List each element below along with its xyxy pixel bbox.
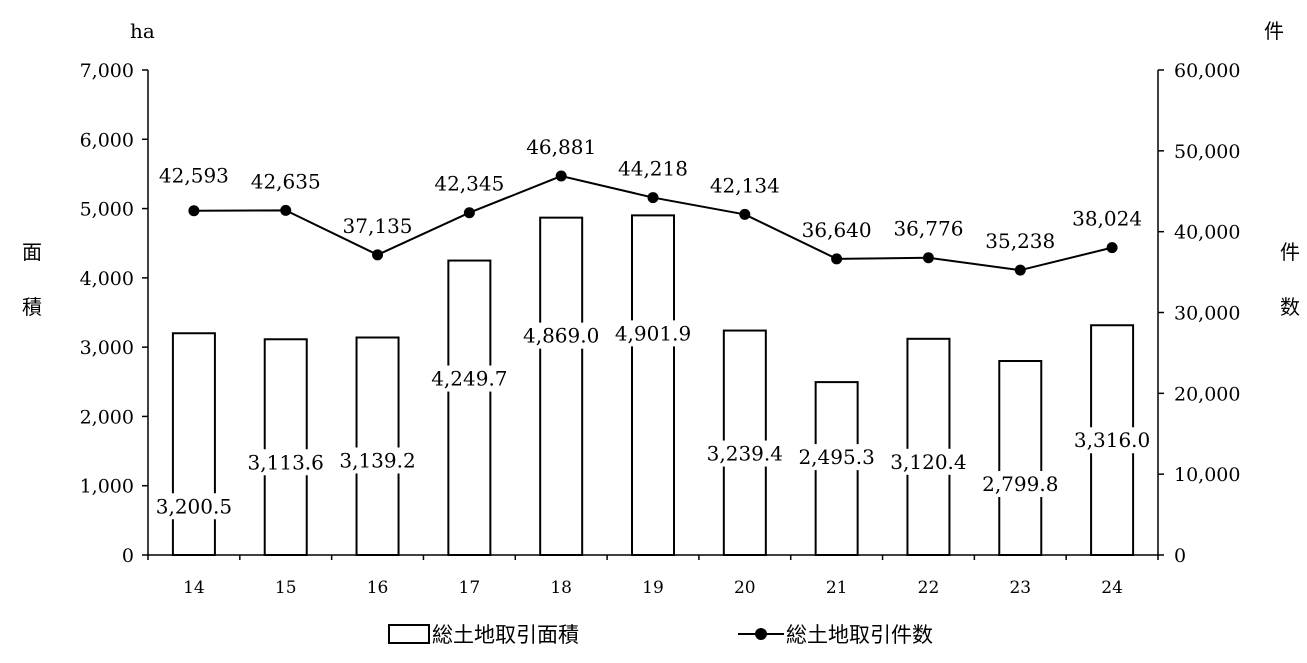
right-tick-label-0: 0 — [1174, 545, 1186, 567]
bar-label-bg-16 — [336, 447, 419, 474]
x-tick-label-17: 17 — [459, 578, 481, 598]
left-axis-title-char-2: 積 — [22, 295, 42, 319]
x-tick-label-14: 14 — [183, 578, 205, 598]
count-point-15 — [280, 204, 292, 216]
legend-line-swatch — [738, 624, 784, 644]
count-label-14: 42,593 — [159, 164, 229, 188]
count-point-14 — [188, 205, 200, 217]
count-label-16: 37,135 — [343, 214, 413, 238]
count-point-20 — [739, 208, 751, 220]
right-tick-label-6: 60,000 — [1174, 60, 1240, 82]
bar-label-bg-22 — [887, 448, 970, 475]
bar-label-23: 2,799.8 — [982, 472, 1058, 496]
count-label-17: 42,345 — [434, 172, 504, 196]
bar-label-20: 3,239.4 — [707, 442, 783, 466]
legend-item-bar: 総土地取引面積 — [388, 614, 579, 654]
x-tick-label-15: 15 — [275, 578, 297, 598]
bar-18 — [539, 216, 584, 556]
legend-line-label: 総土地取引件数 — [786, 623, 933, 647]
bar-23 — [998, 360, 1043, 556]
bar-15 — [263, 338, 308, 556]
x-tick-label-21: 21 — [826, 578, 848, 598]
right-tick-label-3: 30,000 — [1174, 303, 1240, 325]
bar-14 — [171, 332, 216, 556]
legend-bar-label: 総土地取引面積 — [432, 623, 579, 647]
bar-label-bg-14 — [152, 493, 235, 520]
x-tick-label-20: 20 — [734, 578, 756, 598]
count-point-16 — [372, 249, 384, 261]
bar-label-19: 4,901.9 — [615, 321, 691, 345]
count-point-21 — [831, 253, 843, 265]
count-label-23: 35,238 — [985, 229, 1055, 253]
bar-series: 3,200.5 3,113.6 3,139.2 4,249.7 4,869.0 4,901… — [152, 214, 1154, 557]
bar-label-14: 3,200.5 — [156, 494, 232, 518]
right-tick-label-5: 50,000 — [1174, 141, 1240, 163]
count-label-18: 46,881 — [526, 135, 596, 159]
bar-label-24: 3,316.0 — [1074, 428, 1150, 452]
left-tick-label-3: 3,000 — [80, 337, 134, 359]
bar-label-bg-20 — [703, 440, 786, 467]
count-label-21: 36,640 — [802, 218, 872, 242]
bar-label-bg-17 — [428, 365, 511, 392]
count-point-17 — [463, 207, 475, 219]
bar-label-18: 4,869.0 — [523, 324, 599, 348]
bar-label-bg-24 — [1071, 427, 1154, 454]
right-tick-label-4: 40,000 — [1174, 222, 1240, 244]
count-label-20: 42,134 — [710, 173, 780, 197]
bar-label-bg-21 — [795, 444, 878, 471]
bar-label-22: 3,120.4 — [890, 450, 966, 474]
x-tick-label-19: 19 — [642, 578, 664, 598]
right-axis-unit: 件 — [1264, 19, 1284, 43]
left-tick-label-7: 7,000 — [80, 60, 134, 82]
line-series: 42,593 42,635 37,135 42,345 46,881 44,218 42,1… — [159, 135, 1142, 276]
count-label-24: 38,024 — [1072, 207, 1142, 231]
count-label-19: 44,218 — [618, 157, 688, 181]
right-axis-title-char-1: 件 — [1280, 240, 1300, 264]
left-tick-label-1: 1,000 — [80, 476, 134, 498]
left-tick-label-0: 0 — [122, 545, 134, 567]
left-axis-unit: ha — [130, 19, 155, 43]
count-label-15: 42,635 — [251, 169, 321, 193]
x-tick-label-24: 24 — [1101, 578, 1123, 598]
left-tick-label-2: 2,000 — [80, 406, 134, 428]
left-axis-title-char-1: 面 — [22, 240, 42, 264]
x-tick-label-23: 23 — [1009, 578, 1031, 598]
bar-label-17: 4,249.7 — [431, 367, 507, 391]
right-tick-label-2: 20,000 — [1174, 383, 1240, 405]
legend-bar-swatch — [388, 624, 430, 644]
count-point-23 — [1014, 264, 1026, 276]
x-tick-label-16: 16 — [367, 578, 389, 598]
bar-16 — [355, 336, 400, 556]
left-tick-label-4: 4,000 — [80, 268, 134, 290]
left-tick-label-5: 5,000 — [80, 199, 134, 221]
right-tick-label-1: 10,000 — [1174, 464, 1240, 486]
bar-label-bg-18 — [520, 322, 603, 349]
x-tick-label-18: 18 — [550, 578, 572, 598]
bar-label-15: 3,113.6 — [248, 450, 324, 474]
bar-22 — [906, 337, 951, 556]
axes: 0 1,000 2,000 3,000 4,000 5,000 6,000 7,000 0 10,… — [80, 60, 1241, 598]
bar-label-21: 2,495.3 — [798, 445, 874, 469]
count-label-22: 36,776 — [893, 217, 963, 241]
count-point-19 — [647, 192, 659, 204]
bar-label-bg-15 — [244, 449, 327, 476]
count-point-18 — [555, 170, 567, 182]
count-point-24 — [1106, 242, 1118, 254]
count-point-22 — [922, 252, 934, 264]
bar-label-16: 3,139.2 — [339, 448, 415, 472]
right-axis-title-char-2: 数 — [1280, 295, 1300, 319]
bar-17 — [447, 259, 492, 556]
left-tick-label-6: 6,000 — [80, 129, 134, 151]
legend-item-line: 総土地取引件数 — [738, 614, 933, 654]
x-tick-label-22: 22 — [918, 578, 940, 598]
bar-label-bg-23 — [979, 471, 1062, 498]
bar-19 — [631, 214, 675, 557]
bar-label-bg-19 — [612, 320, 694, 347]
